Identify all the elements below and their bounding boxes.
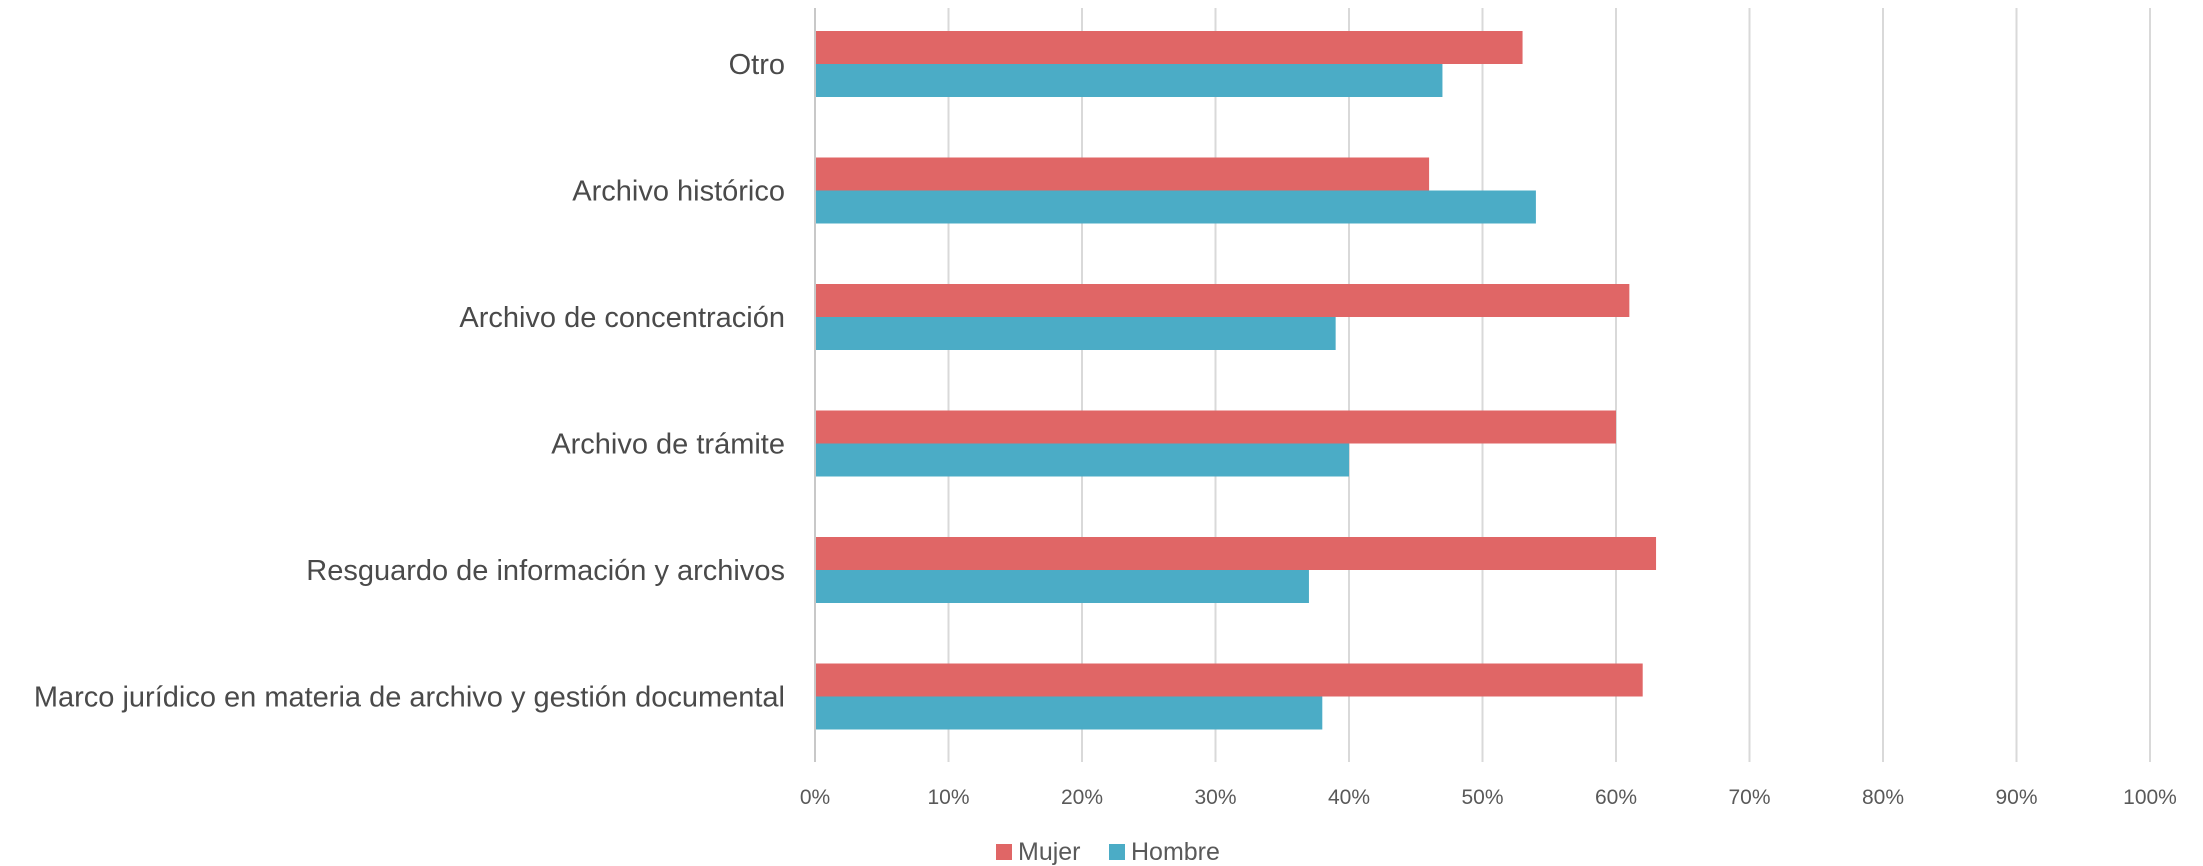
bar-hombre	[815, 570, 1309, 603]
category-label: Otro	[729, 49, 785, 81]
x-tick-label: 40%	[1328, 786, 1370, 809]
category-label: Archivo histórico	[572, 176, 785, 208]
x-tick-label: 60%	[1595, 786, 1637, 809]
legend-swatch-mujer	[996, 844, 1012, 860]
bar-mujer	[815, 537, 1657, 570]
gridlines	[947, 8, 2151, 762]
bar-mujer	[815, 284, 1630, 317]
bar-hombre	[815, 64, 1443, 97]
x-tick-label: 50%	[1461, 786, 1503, 809]
legend-swatch-hombre	[1109, 844, 1125, 860]
bar-hombre	[815, 190, 1536, 224]
bar-hombre	[815, 317, 1336, 350]
bar-mujer	[815, 31, 1523, 64]
category-label: Archivo de concentración	[459, 302, 785, 334]
x-tick-label: 20%	[1061, 786, 1103, 809]
x-tick-label: 100%	[2123, 786, 2177, 809]
category-label: Resguardo de información y archivos	[306, 555, 785, 587]
bar-mujer	[815, 410, 1616, 444]
x-tick-label: 80%	[1862, 786, 1904, 809]
x-tick-label: 30%	[1194, 786, 1236, 809]
x-tick-label: 90%	[1995, 786, 2037, 809]
x-tick-label: 70%	[1728, 786, 1770, 809]
bar-hombre	[815, 696, 1323, 730]
x-tick-label: 10%	[927, 786, 969, 809]
legend-label-mujer: Mujer	[1018, 838, 1081, 866]
category-label: Marco jurídico en materia de archivo y g…	[34, 682, 785, 714]
x-tick-label: 0%	[800, 786, 830, 809]
legend: Mujer Hombre	[996, 838, 1220, 866]
category-label: Archivo de trámite	[551, 429, 785, 461]
legend-label-hombre: Hombre	[1131, 838, 1220, 866]
x-tick-labels: 0% 10% 20% 30% 40% 50% 60% 70% 80% 90% 100%	[800, 786, 2177, 809]
bar-mujer	[815, 157, 1430, 191]
category-labels: Otro Archivo histórico Archivo de concentr…	[34, 49, 785, 714]
bar-mujer	[815, 663, 1643, 697]
bars	[815, 31, 1657, 730]
bar-hombre	[815, 443, 1349, 477]
